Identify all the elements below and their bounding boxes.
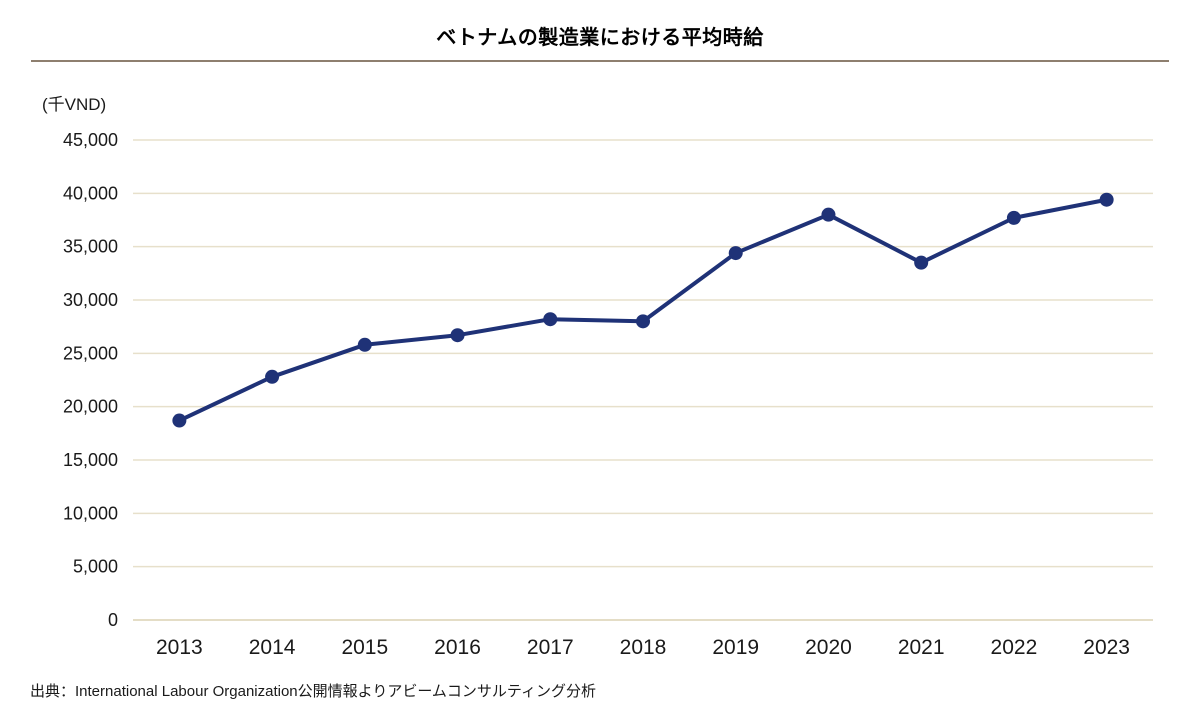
- data-point: [821, 207, 836, 222]
- x-tick-label: 2013: [156, 636, 203, 659]
- y-tick-label: 20,000: [63, 397, 118, 417]
- y-tick-label: 15,000: [63, 450, 118, 470]
- x-tick-label: 2018: [620, 636, 667, 659]
- data-point: [265, 369, 280, 384]
- data-point: [914, 255, 929, 270]
- data-point: [636, 314, 650, 329]
- y-axis-unit-label: (千VND): [42, 95, 107, 114]
- title-divider: [31, 60, 1169, 62]
- x-tick-label: 2023: [1083, 636, 1130, 659]
- x-tick-label: 2015: [341, 636, 388, 659]
- source-note: 出典：International Labour Organization公開情報…: [30, 683, 597, 700]
- data-point: [1006, 210, 1021, 225]
- y-tick-label: 40,000: [63, 183, 118, 203]
- data-point: [450, 328, 465, 343]
- x-tick-label: 2022: [991, 636, 1038, 659]
- y-tick-label: 25,000: [63, 343, 118, 363]
- data-point: [357, 337, 372, 352]
- y-tick-label: 35,000: [63, 237, 118, 257]
- page-title: ベトナムの製造業における平均時給: [436, 27, 764, 49]
- y-tick-label: 5,000: [73, 557, 118, 577]
- y-tick-label: 0: [108, 610, 118, 630]
- x-tick-label: 2016: [434, 636, 481, 659]
- y-tick-label: 45,000: [63, 130, 118, 150]
- data-point: [1099, 192, 1114, 207]
- x-tick-label: 2014: [249, 636, 296, 659]
- x-tick-label: 2021: [898, 636, 945, 659]
- data-point: [728, 246, 743, 261]
- x-tick-label: 2019: [712, 636, 759, 659]
- data-point: [172, 413, 187, 428]
- series-line: [177, 197, 1109, 423]
- y-tick-label: 30,000: [63, 290, 118, 310]
- x-tick-label: 2017: [527, 636, 574, 659]
- x-tick-label: 2020: [805, 636, 852, 659]
- data-point: [543, 312, 558, 327]
- y-tick-label: 10,000: [63, 503, 118, 523]
